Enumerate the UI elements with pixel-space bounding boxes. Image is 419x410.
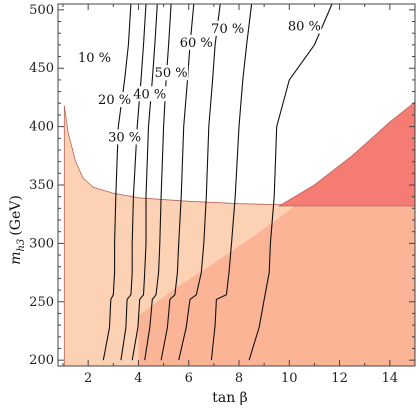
y-tick-label-300: 300 <box>29 236 54 251</box>
contour-label-bg-6 <box>179 34 214 50</box>
y-axis-label-main: m <box>8 252 24 265</box>
y-tick-label-250: 250 <box>29 295 54 310</box>
contour-line-7 <box>210 3 253 361</box>
region-dark-wedge <box>277 101 416 207</box>
y-tick-label-400: 400 <box>29 120 54 135</box>
contour-line-2 <box>120 3 147 361</box>
contour-line-8 <box>248 3 333 361</box>
x-axis-label: tan β <box>212 390 248 406</box>
contour-line-3 <box>131 3 158 361</box>
y-tick-label-450: 450 <box>29 61 54 76</box>
contour-label-5: 50 % <box>155 66 188 81</box>
y-tick-label-350: 350 <box>29 178 54 193</box>
x-tick-label-4: 4 <box>134 371 142 386</box>
y-tick-label-200: 200 <box>29 353 54 368</box>
contour-labels-layer: 10 % 20 % 30 % 40 % 50 % 60 %70 % 80 % <box>77 18 322 145</box>
contour-label-bg-2 <box>97 92 132 108</box>
contour-label-bg-8 <box>287 18 322 34</box>
x-tick-label-2: 2 <box>84 371 92 386</box>
contour-label-4: 40 % <box>133 87 166 102</box>
y-axis-label-sub: h3 <box>16 239 27 252</box>
contour-label-1: 10 % <box>78 51 111 66</box>
contour-label-bg-3 <box>107 129 142 145</box>
contour-label-bg-5 <box>154 65 189 81</box>
region-lower-right-overlap <box>138 206 415 366</box>
y-axis-label-unit: (GeV) <box>8 195 24 236</box>
contour-line-5 <box>160 3 195 361</box>
contour-label-8: 80 % <box>288 20 321 35</box>
contour-label-3: 30 % <box>108 130 141 145</box>
contour-label-7: 70 % <box>211 22 244 37</box>
contour-label-bg-1 <box>77 50 112 66</box>
x-tick-label-6: 6 <box>185 371 193 386</box>
contour-label-2: 20 % <box>98 93 131 108</box>
contour-label-6: 60 % <box>180 36 213 51</box>
contour-label-bg-7 <box>210 20 245 36</box>
contour-line-1 <box>102 3 132 361</box>
x-tick-label-14: 14 <box>382 371 399 386</box>
x-tick-label-10: 10 <box>281 371 298 386</box>
contour-line-6 <box>178 3 221 361</box>
x-tick-label-12: 12 <box>331 371 348 386</box>
contour-label-bg-4 <box>132 86 167 102</box>
ticks-layer: 2 4 6 8 10 12 14 200 250 300 350 400 450 500 <box>29 3 416 386</box>
y-tick-label-500: 500 <box>29 3 54 18</box>
y-axis-label: mh3 (GeV) <box>8 195 27 265</box>
x-tick-label-8: 8 <box>235 371 243 386</box>
